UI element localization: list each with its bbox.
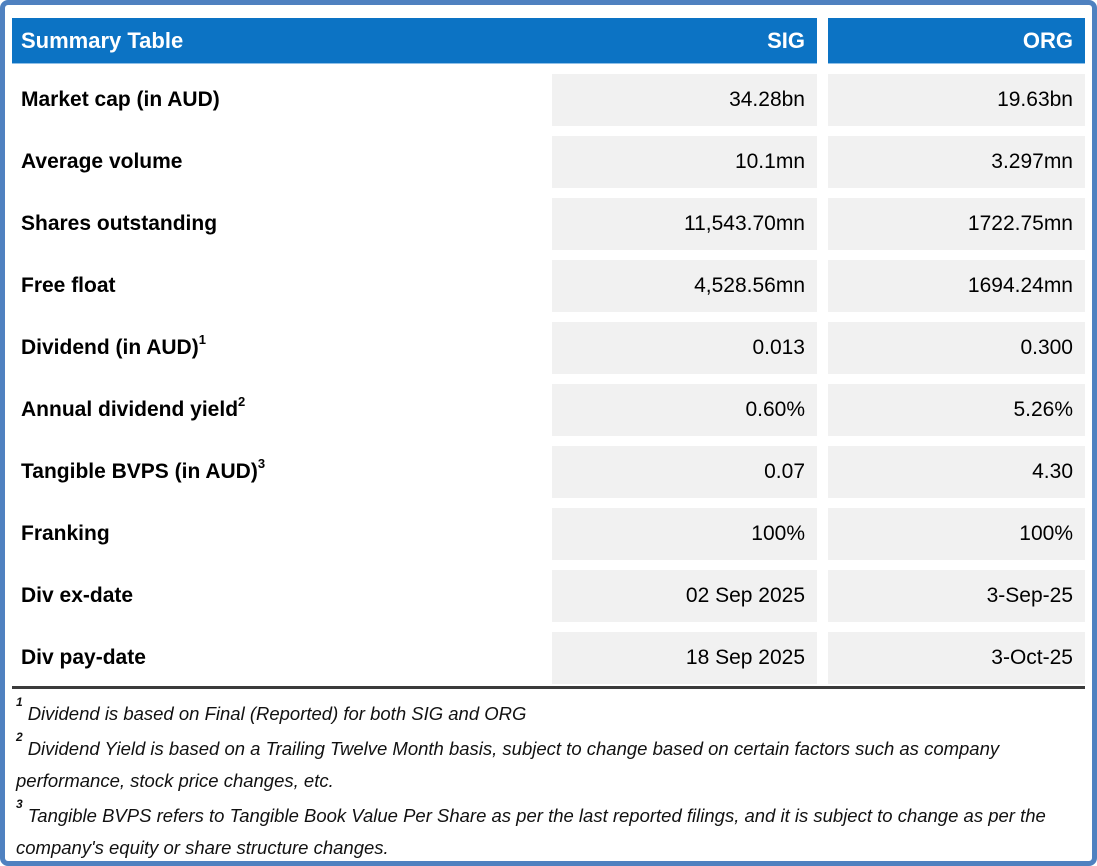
footnote-superscript: 3 — [16, 796, 23, 811]
footnote-text: Tangible BVPS refers to Tangible Book Va… — [16, 805, 1046, 858]
row-label-text: Free float — [21, 274, 116, 297]
value-cell-sig: 4,528.56mn — [552, 260, 817, 312]
row-label: Free float — [12, 260, 544, 312]
footnote-superscript: 1 — [16, 694, 23, 709]
footnote-text: Dividend is based on Final (Reported) fo… — [27, 703, 527, 724]
row-label: Market cap (in AUD) — [12, 74, 544, 126]
value-cell-org: 1694.24mn — [828, 260, 1085, 312]
column-header-org: ORG — [1022, 27, 1073, 53]
summary-grid: Summary Table SIG ORG Market cap (in AUD… — [12, 18, 1085, 684]
row-label: Tangible BVPS (in AUD) 3 — [21, 456, 266, 483]
header-bar-org: ORG — [828, 18, 1085, 64]
page-title: Summary Table — [21, 27, 184, 53]
row-label: Div ex-date — [12, 570, 544, 622]
row-label: Shares outstanding — [12, 198, 544, 250]
value-cell-org: 5.26% — [828, 384, 1085, 436]
value-cell-org: 100% — [828, 508, 1085, 560]
row-label: Franking — [12, 508, 544, 560]
column-header-sig: SIG — [767, 27, 805, 53]
row-label-text: Tangible BVPS (in AUD) — [21, 460, 258, 483]
value-cell-org: 19.63bn — [828, 74, 1085, 126]
row-label: Annual dividend yield 2 — [21, 394, 246, 421]
row-label-text: Div pay-date — [21, 646, 146, 669]
row-label-text: Average volume — [21, 150, 183, 173]
value-cell-org: 3-Oct-25 — [828, 632, 1085, 684]
row-label: Average volume — [12, 136, 544, 188]
footnote: 3Tangible BVPS refers to Tangible Book V… — [16, 796, 1076, 864]
footnotes-section: 1 Dividend is based on Final (Reported) f… — [12, 686, 1085, 864]
value-cell-org: 1722.75mn — [828, 198, 1085, 250]
row-label-text: Shares outstanding — [21, 212, 218, 235]
row-label: Div pay-date — [12, 632, 544, 684]
value-cell-sig: 34.28bn — [552, 74, 817, 126]
value-cell-sig: 100% — [552, 508, 817, 560]
value-cell-sig: 10.1mn — [552, 136, 817, 188]
row-label-text: Dividend (in AUD) — [21, 336, 199, 359]
value-cell-sig: 0.013 — [552, 322, 817, 374]
value-cell-org: 3-Sep-25 — [828, 570, 1085, 622]
row-label: Dividend (in AUD) 1 — [21, 332, 206, 359]
row-label-text: Market cap (in AUD) — [21, 88, 220, 111]
value-cell-sig: 0.60% — [552, 384, 817, 436]
value-cell-org: 3.297mn — [828, 136, 1085, 188]
row-label-text: Annual dividend yield — [21, 398, 239, 421]
footnote: 2Dividend Yield is based on a Trailing T… — [16, 729, 1076, 797]
row-label-text: Div ex-date — [21, 584, 134, 607]
header-bar-main: Summary Table SIG — [12, 18, 817, 64]
value-cell-org: 4.30 — [828, 446, 1085, 498]
footnote: 1 Dividend is based on Final (Reported) f… — [16, 694, 1076, 730]
footnote-superscript: 2 — [16, 729, 23, 744]
value-cell-sig: 02 Sep 2025 — [552, 570, 817, 622]
value-cell-sig: 11,543.70mn — [552, 198, 817, 250]
value-cell-sig: 18 Sep 2025 — [552, 632, 817, 684]
row-label-text: Franking — [21, 522, 110, 545]
footnote-text: Dividend Yield is based on a Trailing Tw… — [16, 738, 1000, 791]
value-cell-sig: 0.07 — [552, 446, 817, 498]
value-cell-org: 0.300 — [828, 322, 1085, 374]
